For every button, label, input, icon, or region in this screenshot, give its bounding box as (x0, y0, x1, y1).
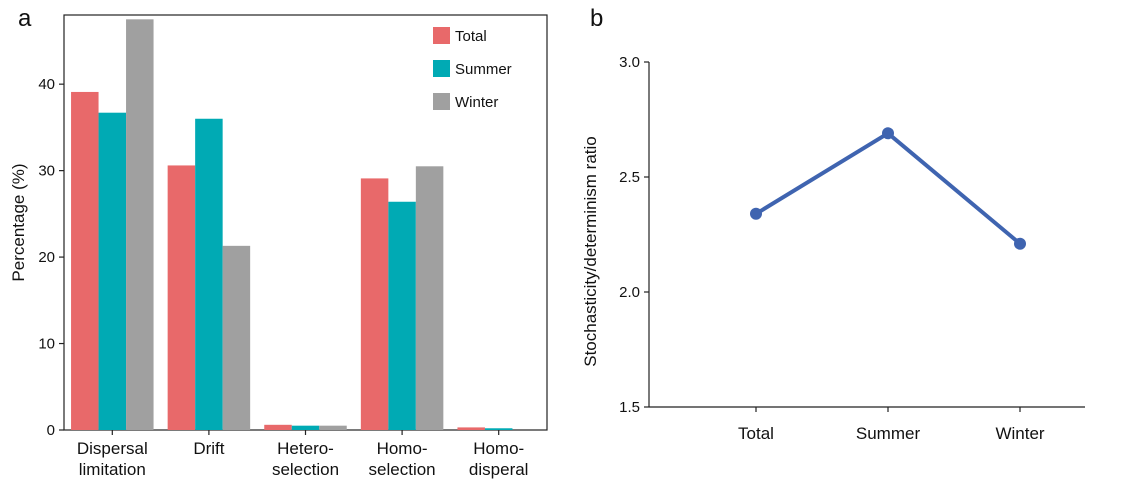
y-tick-label: 30 (38, 163, 55, 180)
bar-summer (484, 428, 513, 430)
x-category-label: Dispersal limitation (77, 439, 148, 479)
bar-summer (388, 201, 416, 430)
bar-summer (98, 112, 127, 431)
line-chart-panel: 1.5 2.0 2.5 3.0 Stochasticity/determinism ra… (581, 54, 1085, 443)
data-point (750, 207, 762, 220)
legend-label: Total (455, 28, 487, 45)
bar-summer (195, 118, 223, 430)
legend-swatch-winter (433, 93, 450, 110)
bar-winter (222, 245, 251, 430)
bar-winter (319, 425, 347, 430)
data-point (1014, 237, 1026, 250)
bar-total (457, 427, 485, 430)
x-category-label: Summer (856, 424, 921, 443)
x-category-label: Homo-disperal (469, 439, 529, 479)
y-tick-label: 1.5 (619, 399, 640, 416)
y-tick-label: 40 (38, 76, 55, 93)
y-axis-title: Percentage (%) (9, 163, 28, 281)
y-axis-title: Stochasticity/determinism ratio (581, 136, 600, 367)
data-point (882, 127, 894, 140)
x-category-label: Hetero-selection (272, 439, 339, 479)
y-tick-label: 2.0 (619, 284, 640, 301)
bar-winter (415, 166, 444, 431)
bar-total (167, 165, 196, 430)
y-tick-label: 0 (47, 422, 55, 439)
y-tick-label: 10 (38, 336, 55, 353)
panel-label-a: a (18, 5, 32, 32)
legend-swatch-total (433, 27, 450, 44)
y-tick-label: 2.5 (619, 169, 640, 186)
legend-label: Summer (455, 61, 512, 78)
bar-total (360, 178, 389, 430)
legend-label: Winter (455, 94, 498, 111)
bar-chart-panel: 0 10 20 30 40 Percentage (%) Dispersal limitati… (9, 14, 548, 479)
bar-total (264, 424, 292, 430)
x-category-label: Drift (193, 439, 224, 458)
x-category-label: Winter (995, 424, 1044, 443)
series-line (754, 131, 1022, 246)
x-category-label: Homo-selection (369, 439, 436, 479)
bar-winter (126, 19, 154, 431)
x-category-label: Total (738, 424, 774, 443)
legend-swatch-summer (433, 60, 450, 77)
bar-summer (291, 425, 320, 430)
bar-total (71, 91, 99, 431)
y-tick-label: 3.0 (619, 54, 640, 71)
panel-label-b: b (590, 5, 603, 32)
y-tick-label: 20 (38, 249, 55, 266)
